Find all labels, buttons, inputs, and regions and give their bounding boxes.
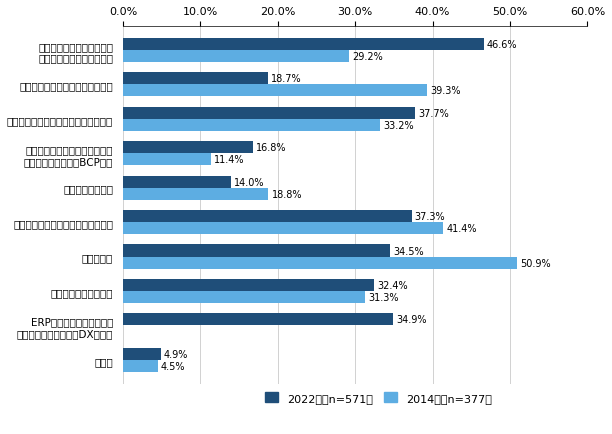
Text: 4.5%: 4.5%	[161, 361, 185, 371]
Text: 34.9%: 34.9%	[396, 315, 427, 325]
Bar	[123, 119, 380, 132]
Bar	[123, 291, 365, 303]
Bar	[123, 223, 444, 235]
Text: 46.6%: 46.6%	[487, 39, 517, 49]
Text: 14.0%: 14.0%	[234, 177, 265, 187]
Text: 18.7%: 18.7%	[271, 74, 302, 84]
Bar	[123, 107, 415, 119]
Text: 37.3%: 37.3%	[415, 212, 446, 221]
Bar	[123, 245, 390, 257]
Text: 31.3%: 31.3%	[368, 293, 399, 302]
Text: 34.5%: 34.5%	[393, 246, 424, 256]
Text: 41.4%: 41.4%	[447, 224, 477, 233]
Bar	[123, 360, 158, 372]
Bar	[123, 142, 253, 154]
Bar	[123, 314, 393, 326]
Text: 18.8%: 18.8%	[272, 189, 302, 199]
Text: 39.3%: 39.3%	[430, 86, 461, 96]
Bar	[123, 188, 269, 200]
Legend: 2022年（n=571）, 2014年（n=377）: 2022年（n=571）, 2014年（n=377）	[260, 388, 496, 407]
Bar	[123, 279, 374, 291]
Bar	[123, 210, 412, 223]
Text: 4.9%: 4.9%	[164, 349, 188, 359]
Text: 32.4%: 32.4%	[377, 280, 408, 290]
Text: 33.2%: 33.2%	[383, 121, 414, 131]
Text: 11.4%: 11.4%	[214, 155, 245, 165]
Text: 16.8%: 16.8%	[256, 143, 286, 153]
Bar	[123, 257, 517, 269]
Text: 50.9%: 50.9%	[520, 258, 551, 268]
Bar	[123, 73, 267, 85]
Text: 29.2%: 29.2%	[352, 52, 383, 62]
Text: 37.7%: 37.7%	[418, 108, 449, 118]
Bar	[123, 39, 483, 51]
Bar	[123, 154, 211, 166]
Bar	[123, 176, 231, 188]
Bar	[123, 348, 161, 360]
Bar	[123, 85, 427, 97]
Bar	[123, 51, 349, 62]
